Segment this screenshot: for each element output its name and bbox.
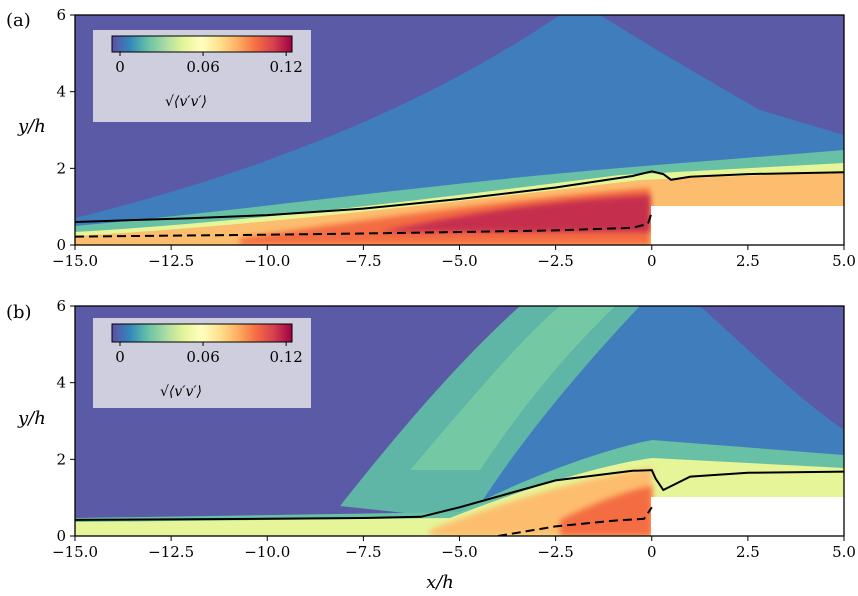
panel-a: (a) −15.0 −12.5 −10.0 −7.5 −5.0 −2.5 0 2.5 5.0 0… [6,6,856,270]
panel-b-colorbar-tick-label: 0.12 [269,348,302,366]
panel-b-colorbar-label: √⟨v′v′⟩ [160,384,202,400]
panel-a-solid-line [75,170,844,223]
panel-a-x-tick-label: 0 [647,252,657,270]
panel-a-x-tick-label: −5.0 [441,252,477,270]
panel-a-x-tick-label: 5.0 [832,252,856,270]
panel-b-x-tick-label: −10.0 [244,543,290,561]
panel-a-colorbar-tick-label: 0.12 [269,58,302,76]
panel-a-colorbar: 0 0.06 0.12 √⟨v′v′⟩ [93,30,311,122]
panel-b-y-tick-label: 2 [56,450,66,468]
panel-a-x-tick-label: −2.5 [537,252,573,270]
panel-b-y-tick-label: 4 [56,374,66,392]
panel-b-wedge-inner [410,306,615,470]
panel-a-x-tick-label: −7.5 [345,252,381,270]
panel-a-x-tick-label: 2.5 [736,252,760,270]
panel-a-x-axis: −15.0 −12.5 −10.0 −7.5 −5.0 −2.5 0 2.5 5.0 [52,245,856,270]
panel-a-y-label: y/h [17,116,46,137]
panel-b-label: (b) [6,302,32,323]
panel-b-y-label: y/h [17,408,46,429]
panel-b-y-tick-label: 0 [56,527,66,545]
panel-b-x-tick-label: 5.0 [832,543,856,561]
panel-a-x-tick-label: −10.0 [244,252,290,270]
panel-b-x-axis: −15.0 −12.5 −10.0 −7.5 −5.0 −2.5 0 2.5 5.0 x/h [52,536,856,593]
panel-a-colorbar-gradient [111,35,293,53]
panel-b-x-tick-label: −15.0 [52,543,98,561]
panel-a-y-tick-label: 4 [56,83,66,101]
panel-b-x-tick-label: 2.5 [736,543,760,561]
panel-b-x-tick-label: 0 [647,543,657,561]
panel-b-solid-line [75,469,844,521]
panel-a-outer-region [600,15,844,135]
panel-b-x-tick-label: −12.5 [148,543,194,561]
panel-a-y-tick-label: 2 [56,159,66,177]
panel-a-colorbar-tick-label: 0.06 [186,58,219,76]
panel-b-x-tick-label: −7.5 [345,543,381,561]
panel-b-colorbar: 0 0.06 0.12 √⟨v′v′⟩ [93,318,311,408]
panel-a-step [651,206,844,245]
panel-b-outer-region [700,306,844,430]
panel-b-y-tick-label: 6 [56,297,66,315]
panel-b-x-tick-label: −5.0 [441,543,477,561]
panel-b: (b) −15.0 −12.5 −10.0 −7.5 −5.0 −2.5 0 2.5 5.0 x… [6,297,856,593]
panel-b-step [651,497,844,536]
panel-a-y-tick-label: 6 [56,6,66,24]
panel-b-y-axis: 0 2 4 6 y/h [17,297,75,545]
panel-a-peak-region [380,195,650,232]
panel-b-dashed-line [497,506,653,536]
panel-a-colorbar-tick-label: 0 [115,58,125,76]
panel-b-x-tick-label: −2.5 [537,543,573,561]
panel-a-colorbar-label: √⟨v′v′⟩ [165,94,207,110]
panel-a-y-tick-label: 0 [56,236,66,254]
panel-a-x-tick-label: −15.0 [52,252,98,270]
panel-b-colorbar-tick-label: 0.06 [186,348,219,366]
panel-b-colorbar-tick-label: 0 [115,348,125,366]
panel-b-field [75,306,844,536]
panel-a-y-axis: 0 2 4 6 y/h [17,6,75,254]
panel-a-label: (a) [6,10,31,31]
panel-a-x-tick-label: −12.5 [148,252,194,270]
panel-b-x-label: x/h [426,572,454,593]
panel-b-colorbar-gradient [111,323,293,343]
panel-a-field [75,15,844,245]
